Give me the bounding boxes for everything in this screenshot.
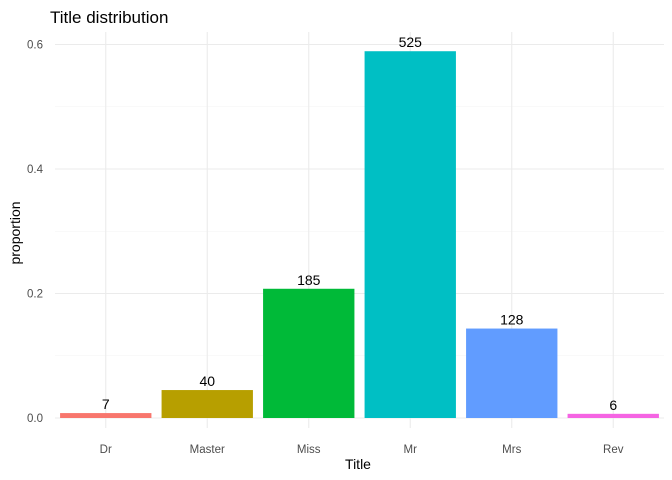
bar-master [161, 390, 253, 418]
data-label-dr: 7 [102, 396, 110, 412]
y-tick-label: 0.0 [27, 413, 43, 425]
y-tick-label: 0.2 [27, 289, 43, 301]
x-axis-title: Title [345, 456, 371, 472]
data-label-rev: 6 [609, 397, 617, 413]
x-tick-label: Master [190, 444, 225, 456]
x-tick-label: Miss [297, 444, 321, 456]
bar-rev [567, 413, 659, 418]
bar-mr [364, 51, 456, 419]
bar-dr [60, 413, 152, 418]
data-label-miss: 185 [297, 272, 321, 288]
bar-mrs [466, 328, 558, 418]
x-tick-label: Rev [603, 444, 624, 456]
data-labels: 7 40 185 525 128 6 [102, 34, 618, 413]
chart-title: Title distribution [50, 8, 168, 27]
data-label-mrs: 128 [500, 312, 524, 328]
x-axis-ticks: Dr Master Miss Mr Mrs Rev [100, 444, 624, 456]
x-tick-label: Mrs [502, 444, 521, 456]
gridlines [55, 32, 664, 428]
data-label-mr: 525 [399, 34, 423, 50]
x-tick-label: Dr [100, 444, 112, 456]
y-tick-label: 0.6 [27, 40, 43, 52]
data-label-master: 40 [199, 373, 215, 389]
y-axis-ticks: 0.0 0.2 0.4 0.6 [27, 40, 44, 426]
y-tick-label: 0.4 [27, 164, 44, 176]
bars [60, 51, 659, 419]
bar-miss [263, 288, 355, 418]
x-tick-label: Mr [404, 444, 418, 456]
y-axis-title: proportion [7, 201, 23, 264]
